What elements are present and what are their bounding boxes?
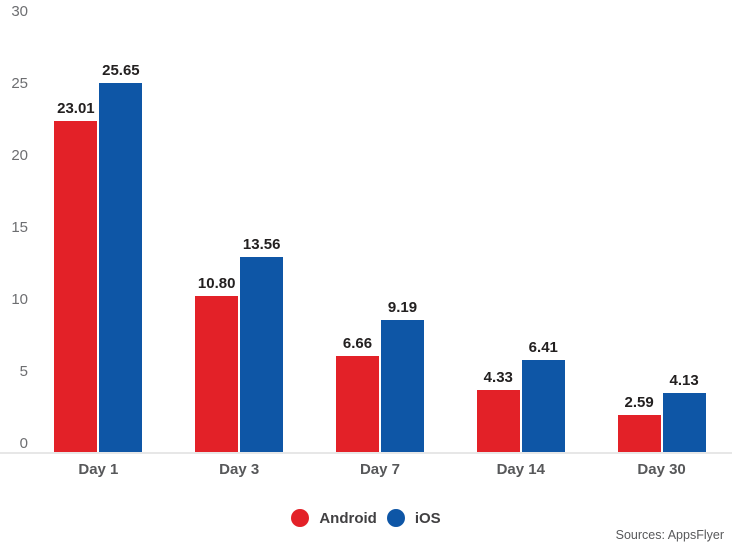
y-axis-tick-label: 0: [19, 435, 28, 452]
y-axis-tick-label: 25: [11, 75, 28, 92]
bar-group: 6.66 9.19: [310, 0, 451, 452]
plot-area: 23.01 25.65 10.80 13.56 6.66 9.19 4.33 6.41 2.59…: [0, 0, 732, 454]
bar-groups: 23.01 25.65 10.80 13.56 6.66 9.19 4.33 6.41 2.59…: [28, 0, 732, 452]
y-axis-tick-label: 15: [11, 219, 28, 236]
bar-cell-ios: 4.13: [662, 372, 706, 452]
y-axis-tick-label: 30: [11, 3, 28, 20]
bar-ios: [380, 319, 424, 452]
bar-cell-android: 23.01: [54, 100, 98, 452]
bar-group: 23.01 25.65: [28, 0, 169, 452]
source-note: Sources: AppsFlyer: [615, 528, 724, 542]
x-axis-category-label: Day 14: [496, 461, 545, 478]
x-axis-labels: Day 1 Day 3 Day 7 Day 14 Day 30: [28, 461, 732, 478]
bar-group: 10.80 13.56: [169, 0, 310, 452]
bar-value-label: 6.41: [528, 338, 558, 356]
bar-value-label: 9.19: [387, 298, 418, 316]
bar-value-label: 25.65: [102, 61, 140, 79]
bar-cell-android: 6.66: [335, 335, 379, 452]
bar-cell-ios: 13.56: [240, 236, 284, 452]
x-axis-category-label: Day 1: [78, 461, 119, 478]
bar-android: [54, 120, 98, 452]
legend-dot-icon: [386, 509, 405, 527]
bar-cell-ios: 25.65: [99, 62, 143, 452]
bar-value-label: 10.80: [197, 275, 236, 293]
bar-ios: [521, 359, 565, 452]
x-axis-category-label: Day 7: [359, 461, 400, 478]
bar-ios: [240, 256, 284, 452]
bar-cell-ios: 6.41: [521, 339, 565, 452]
bar-ios: [662, 392, 706, 452]
bar-cell-android: 4.33: [476, 369, 520, 452]
legend-dot-icon: [291, 509, 310, 527]
y-axis-tick-label: 20: [11, 147, 28, 164]
y-axis-tick-label: 10: [11, 291, 28, 308]
legend: Android iOS: [0, 507, 732, 529]
bar-cell-android: 2.59: [617, 394, 661, 452]
legend-label: iOS: [414, 509, 441, 527]
x-axis-category-label: Day 3: [219, 461, 260, 478]
bar-value-label: 23.01: [57, 99, 95, 117]
bar-android: [476, 389, 520, 452]
bar-value-label: 4.13: [669, 371, 699, 389]
x-axis-line: [0, 452, 732, 454]
bar-android: [335, 356, 379, 452]
bar-group: 2.59 4.13: [591, 0, 732, 452]
bar-value-label: 6.66: [342, 335, 373, 353]
legend-label: Android: [319, 509, 377, 527]
bar-value-label: 4.33: [483, 368, 513, 386]
legend-item-android: Android: [291, 509, 377, 527]
x-axis-category-label: Day 30: [637, 461, 686, 478]
bar-value-label: 2.59: [624, 393, 654, 411]
bar-group: 4.33 6.41: [450, 0, 591, 452]
bar-value-label: 13.56: [242, 235, 281, 253]
bar-cell-android: 10.80: [195, 275, 239, 452]
y-axis-tick-label: 5: [19, 363, 28, 380]
bar-cell-ios: 9.19: [380, 299, 424, 452]
legend-item-ios: iOS: [386, 509, 441, 527]
bar-android: [195, 296, 239, 452]
bar-android: [617, 414, 661, 452]
bar-ios: [99, 82, 143, 452]
